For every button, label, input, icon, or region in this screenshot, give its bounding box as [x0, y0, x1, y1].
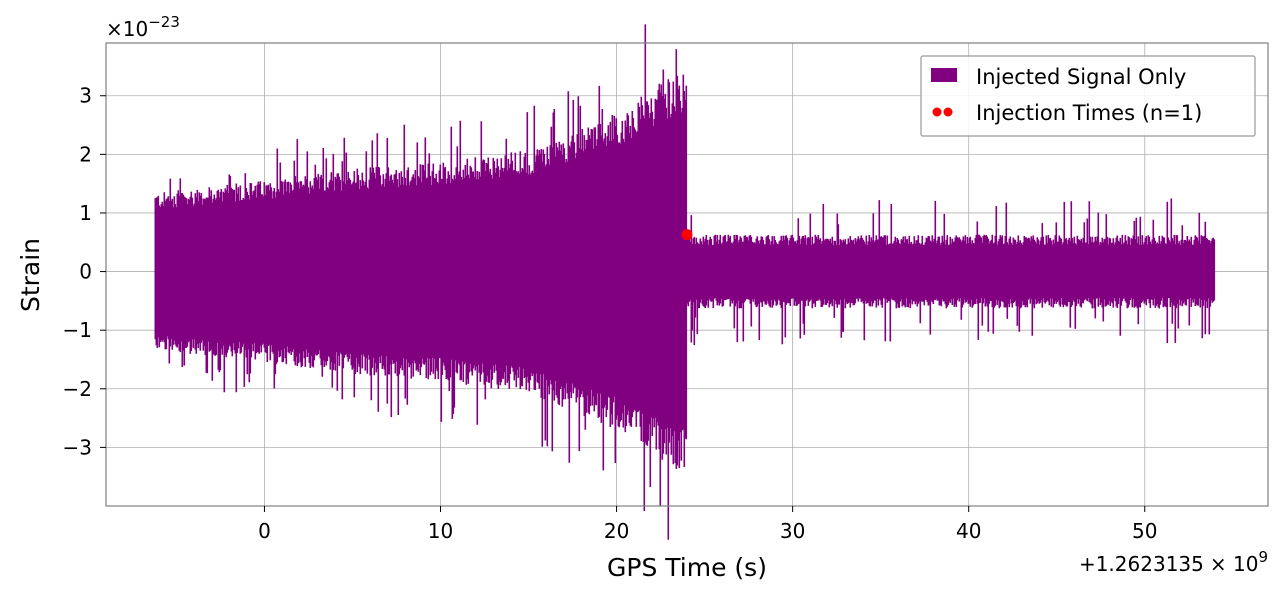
axes-frame: [105, 42, 1269, 507]
y-tick-label: 1: [79, 201, 92, 225]
x-tick-label: 20: [604, 519, 629, 543]
strain-series: [154, 24, 1216, 540]
x-offset-exponent: 9: [1258, 548, 1268, 566]
x-tick-label: 0: [258, 519, 271, 543]
y-tick-label: −1: [63, 318, 92, 342]
y-tick-label: 0: [79, 260, 92, 284]
legend-marker-injection-a: [932, 107, 942, 117]
x-offset-label: +1.2623135 × 109: [1079, 548, 1268, 576]
plot-area: [154, 24, 1216, 540]
y-scale-prefix: ×10: [106, 17, 148, 41]
legend: Injected Signal Only Injection Times (n=…: [920, 55, 1256, 137]
y-axis-ticks: −3 −2 −1 0 1 2 3: [63, 84, 106, 459]
y-tick-label: 3: [79, 84, 92, 108]
legend-box: [920, 55, 1256, 137]
x-axis-label: GPS Time (s): [607, 553, 767, 582]
y-tick-label: −3: [63, 435, 92, 459]
x-tick-label: 30: [780, 519, 805, 543]
y-scale-factor: ×10−23: [106, 13, 180, 41]
legend-swatch-injected-signal: [931, 68, 957, 82]
y-tick-label: 2: [79, 142, 92, 166]
x-axis-ticks: 0 10 20 30 40 50: [258, 506, 1157, 543]
y-scale-exponent: −23: [148, 13, 180, 31]
x-offset-multiplier: × 10: [1210, 552, 1259, 576]
legend-marker-injection-b: [943, 107, 953, 117]
legend-label-injected-signal: Injected Signal Only: [976, 65, 1186, 89]
x-tick-label: 40: [956, 519, 981, 543]
injection-time-marker: [681, 229, 693, 241]
x-offset-value: +1.2623135: [1079, 552, 1204, 576]
y-tick-label: −2: [63, 377, 92, 401]
x-tick-label: 10: [428, 519, 453, 543]
x-tick-label: 50: [1132, 519, 1157, 543]
legend-label-injection-times: Injection Times (n=1): [976, 101, 1202, 125]
y-axis-label: Strain: [16, 238, 45, 312]
